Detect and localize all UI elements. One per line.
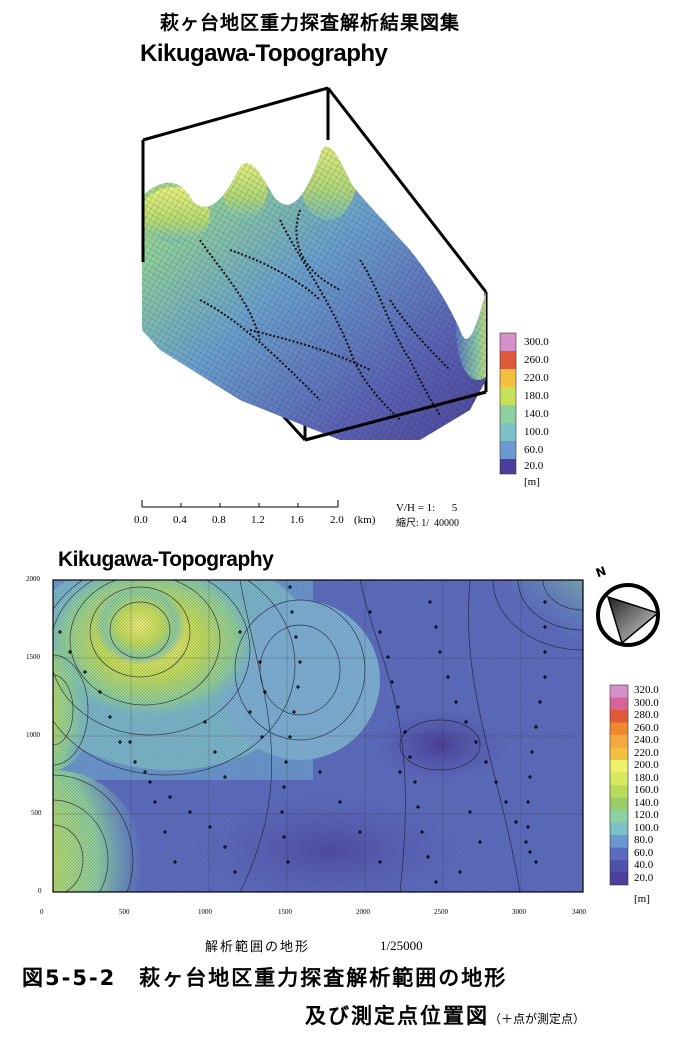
lower-legend-label: 300.0 bbox=[634, 696, 659, 709]
contour-fill bbox=[53, 580, 583, 892]
upper-legend-label: 60.0 bbox=[524, 444, 544, 456]
x-tick: 1000 bbox=[198, 908, 212, 916]
lower-contour-map bbox=[52, 579, 660, 893]
x-tick: 0 bbox=[40, 908, 44, 916]
lower-legend-label: 180.0 bbox=[634, 771, 659, 784]
upper-plot-title: Kikugawa-Topography bbox=[140, 40, 388, 67]
figure-caption-note: （＋点が測定点） bbox=[489, 1012, 586, 1026]
x-tick: 2500 bbox=[434, 908, 448, 916]
map-scale: 縮尺: 1/ 40000 bbox=[396, 518, 460, 529]
lower-legend-label: 200.0 bbox=[634, 759, 659, 771]
lower-legend-label: 40.0 bbox=[634, 859, 654, 871]
y-tick: 1000 bbox=[26, 731, 40, 739]
lower-legend-label: 120.0 bbox=[634, 809, 659, 821]
scale-tick: 0.8 bbox=[212, 514, 226, 526]
upper-legend-label: 140.0 bbox=[524, 408, 549, 420]
lower-legend-label: 240.0 bbox=[634, 734, 659, 746]
upper-legend-colorbar bbox=[499, 332, 517, 475]
lower-legend-label: 160.0 bbox=[634, 784, 659, 796]
scale-tick: 0.4 bbox=[173, 514, 187, 526]
y-tick: 500 bbox=[31, 809, 42, 817]
scale-tick: 1.2 bbox=[251, 514, 265, 526]
scale-tick: 0.0 bbox=[134, 514, 148, 526]
lower-legend-label: 320.0 bbox=[634, 684, 659, 696]
x-tick: 3000 bbox=[512, 908, 526, 916]
upper-legend-label: 180.0 bbox=[524, 390, 549, 402]
x-tick: 500 bbox=[119, 908, 130, 916]
upper-3d-surface-plot bbox=[141, 86, 517, 508]
north-arrow-icon bbox=[596, 583, 660, 647]
lower-legend-label: 280.0 bbox=[634, 709, 659, 721]
lower-plot-title: Kikugawa-Topography bbox=[58, 548, 274, 571]
scale-tick: 2.0 bbox=[330, 514, 344, 526]
upper-legend-label: 260.0 bbox=[524, 354, 549, 366]
lower-legend-label: 260.0 bbox=[634, 721, 659, 734]
lower-legend-label: 220.0 bbox=[634, 746, 659, 759]
scale-unit: (km) bbox=[354, 514, 376, 526]
lower-legend-colorbar bbox=[609, 684, 629, 886]
upper-legend-label: 100.0 bbox=[524, 426, 549, 438]
x-tick: 2000 bbox=[356, 908, 370, 916]
upper-legend-unit: [m] bbox=[524, 476, 540, 488]
x-tick: 1500 bbox=[278, 908, 292, 916]
lower-legend-label: 60.0 bbox=[634, 846, 654, 859]
y-tick: 1500 bbox=[26, 653, 40, 661]
scale-tick: 1.6 bbox=[290, 514, 304, 526]
upper-legend-label: 220.0 bbox=[524, 372, 549, 384]
lower-legend-label: 20.0 bbox=[634, 871, 654, 884]
figure-caption-line1: 図5-5-2 萩ヶ台地区重力探査解析範囲の地形 bbox=[22, 966, 508, 990]
lower-legend-label: 100.0 bbox=[634, 821, 659, 834]
upper-legend-label: 300.0 bbox=[524, 336, 549, 348]
figure-collection-title: 萩ヶ台地区重力探査解析結果図集 bbox=[160, 12, 461, 34]
measurement-points bbox=[58, 585, 547, 884]
y-tick: 2000 bbox=[26, 575, 40, 583]
map-scale-ratio: 1/25000 bbox=[380, 938, 423, 953]
upper-scale-bar bbox=[141, 500, 339, 508]
y-tick: 0 bbox=[38, 887, 42, 895]
x-tick: 3400 bbox=[572, 908, 586, 916]
vh-ratio: V/H = 1: 5 bbox=[396, 502, 458, 514]
lower-legend-label: 80.0 bbox=[634, 834, 654, 846]
upper-legend-label: 20.0 bbox=[524, 460, 544, 472]
figure-caption-line2-text: 及び測定点位置図 bbox=[305, 1004, 489, 1028]
map-subtitle: 解析範囲の地形 bbox=[205, 940, 311, 955]
figure-caption-line2: 及び測定点位置図（＋点が測定点） bbox=[305, 1000, 585, 1030]
lower-legend-unit: [m] bbox=[634, 893, 650, 905]
lower-legend-label: 140.0 bbox=[634, 796, 659, 809]
